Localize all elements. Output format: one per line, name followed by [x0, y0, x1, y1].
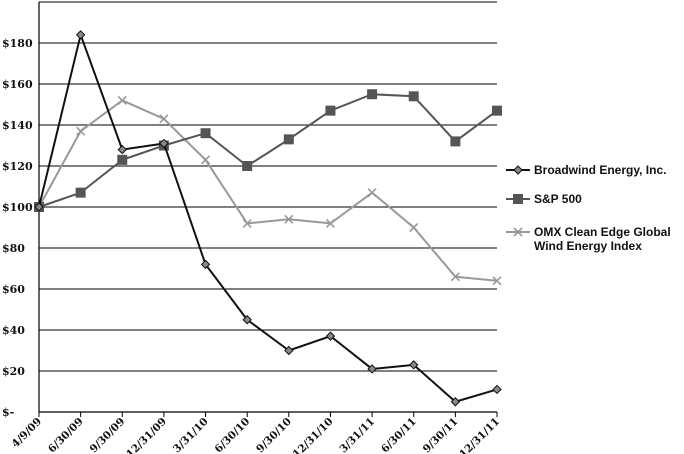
data-point: [513, 227, 523, 237]
series-line: [38, 93, 498, 208]
series-line: [38, 33, 498, 403]
x-tick-label: 9/30/11: [421, 416, 461, 454]
y-tick-label: $140: [2, 119, 33, 132]
x-marker-stroke: [325, 218, 336, 228]
data-point: [325, 331, 336, 341]
series-layer: [34, 30, 502, 407]
data-point: [492, 276, 502, 286]
y-axis-tick-labels: $- $20 $40 $60 $80 $100 $120 $140 $160 $180: [2, 37, 33, 419]
y-tick-label: $120: [2, 160, 33, 173]
x-marker-stroke: [409, 222, 419, 233]
legend-label: OMX Clean Edge Global: [534, 225, 671, 239]
x-tick-label: 3/31/11: [337, 416, 377, 454]
data-point: [450, 397, 461, 407]
y-tick-label: $80: [2, 242, 25, 255]
data-point: [325, 218, 336, 228]
data-point: [284, 345, 294, 356]
axes: [38, 2, 498, 417]
legend-item-1: S&P 500: [506, 192, 582, 206]
legend-item-0: Broadwind Energy, Inc.: [506, 163, 666, 177]
data-point: [159, 114, 169, 124]
data-point: [367, 188, 377, 198]
x-marker-stroke: [200, 155, 211, 165]
data-point: [200, 128, 211, 139]
data-point: [117, 95, 127, 105]
data-point: [34, 202, 44, 212]
x-tick-label: 12/31/11: [457, 416, 502, 454]
y-tick-label: $180: [2, 37, 33, 50]
legend-label: Wind Energy Index: [534, 239, 642, 253]
data-point: [117, 144, 127, 155]
y-tick-label: $40: [2, 324, 25, 337]
y-tick-label: $20: [2, 365, 25, 378]
x-marker-stroke: [284, 214, 294, 224]
x-tick-label: 6/30/09: [46, 416, 86, 454]
y-tick-label: $60: [2, 283, 25, 296]
x-tick-label: 12/31/09: [124, 416, 169, 454]
series-2: [34, 95, 502, 286]
data-point: [367, 89, 378, 100]
data-point: [75, 187, 86, 198]
data-point: [513, 165, 523, 175]
data-point: [283, 134, 294, 145]
x-tick-label: 6/30/11: [379, 416, 419, 454]
y-tick-label: $-: [2, 406, 14, 419]
legend-label: Broadwind Energy, Inc.: [534, 163, 666, 177]
data-point: [242, 218, 252, 228]
data-point: [450, 136, 461, 147]
data-point: [408, 91, 419, 102]
data-point: [409, 360, 419, 370]
x-marker-stroke: [367, 188, 377, 198]
x-marker-stroke: [492, 276, 502, 286]
data-point: [200, 155, 211, 165]
x-marker-stroke: [159, 114, 169, 124]
x-marker-stroke: [117, 95, 127, 105]
x-tick-label: 6/30/10: [213, 416, 253, 454]
legend: Broadwind Energy, Inc. S&P 500 OMX Clean E…: [506, 163, 671, 253]
series-1: [34, 89, 502, 212]
x-marker-stroke: [242, 218, 252, 228]
data-point: [159, 138, 169, 149]
series-0: [34, 30, 502, 407]
x-marker-stroke: [76, 126, 86, 136]
data-point: [200, 259, 211, 270]
data-point: [325, 105, 336, 116]
data-point: [117, 154, 128, 165]
data-point: [367, 364, 377, 374]
y-tick-label: $100: [2, 201, 33, 214]
x-tick-label: 9/30/10: [254, 416, 294, 454]
data-point: [513, 194, 523, 204]
x-marker-stroke: [450, 272, 460, 282]
data-point: [242, 315, 252, 325]
data-point: [284, 214, 294, 224]
legend-label: S&P 500: [534, 192, 582, 206]
x-marker-stroke: [513, 227, 523, 237]
y-tick-label: $160: [2, 78, 33, 91]
data-point: [76, 126, 86, 136]
x-tick-label: 9/30/09: [88, 416, 128, 454]
data-point: [492, 105, 502, 116]
data-point: [492, 384, 502, 395]
data-point: [450, 272, 460, 282]
data-point: [242, 161, 253, 171]
data-point: [409, 222, 419, 233]
x-tick-label: 12/31/10: [291, 416, 336, 454]
gridlines: [39, 1, 497, 372]
x-tick-label: 4/9/09: [10, 416, 45, 451]
series-line: [38, 99, 498, 282]
data-point: [75, 30, 86, 40]
x-tick-label: 3/31/10: [171, 416, 211, 454]
